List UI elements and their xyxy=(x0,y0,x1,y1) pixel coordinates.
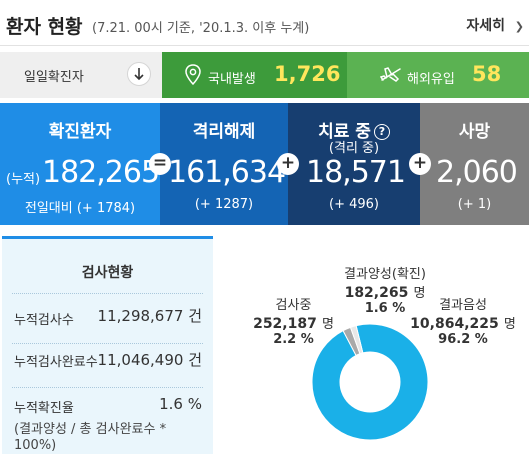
confirmed-card: 확진환자 (누적) 182,265 전일대비 (+ 1784) xyxy=(0,103,160,225)
divider xyxy=(12,343,203,344)
cum-done-value: 11,046,490 건 xyxy=(97,351,202,369)
positive-label-block: 결과양성(확진) 182,265 명 1.6 % xyxy=(330,263,440,316)
airplane-icon xyxy=(380,67,401,82)
deaths-card: 사망 2,060 (+ 1) xyxy=(420,103,529,225)
stats-row: 확진환자 (누적) 182,265 전일대비 (+ 1784) 격리해제 161… xyxy=(0,103,529,225)
treatment-value: 18,571 xyxy=(306,155,406,190)
donut-slice-0 xyxy=(311,323,429,441)
deaths-delta: (+ 1) xyxy=(457,197,492,212)
testing-name: 검사중 xyxy=(275,298,312,313)
page-header: 환자 현황 (7.21. 00시 기준, '20.1.3. 이후 누계) 자세히… xyxy=(0,0,529,46)
positive-name: 결과양성(확진) xyxy=(344,267,426,282)
chevron-right-icon[interactable]: ❯ xyxy=(514,20,524,33)
positive-percent: 1.6 % xyxy=(364,301,406,316)
more-link[interactable]: 자세히 xyxy=(466,18,505,34)
plus-icon: + xyxy=(277,153,299,175)
negative-name: 결과음성 xyxy=(439,298,487,313)
treatment-label-row: 치료 중? xyxy=(288,117,420,142)
confirm-rate-note: (결과양성 / 총 검사완료수 * 100%) xyxy=(14,422,167,453)
domestic-value: 1,726 xyxy=(274,62,341,86)
plus-icon: + xyxy=(409,153,431,175)
negative-unit: 명 xyxy=(503,317,516,332)
test-status-panel: 검사현황 누적검사수 11,298,677 건 누적검사완료수 11,046,4… xyxy=(2,236,213,454)
daily-confirmed-row: 일일확진자 국내발생 1,726 해외유입 58 xyxy=(0,52,529,98)
page-title: 환자 현황 xyxy=(6,16,83,38)
confirm-rate-value: 1.6 % xyxy=(159,395,202,413)
arrow-down-icon[interactable] xyxy=(127,62,151,86)
negative-value: 10,864,225 xyxy=(410,316,499,332)
cum-tests-label: 누적검사수 xyxy=(14,313,74,328)
positive-unit: 명 xyxy=(413,286,426,301)
daily-confirmed-label: 일일확진자 xyxy=(24,70,84,85)
donut-chart xyxy=(311,323,429,441)
question-circle-icon[interactable]: ? xyxy=(373,124,390,140)
testing-label-block: 검사중 252,187 명 2.2 % xyxy=(246,294,341,347)
divider xyxy=(12,293,203,294)
test-result-chart: 결과양성(확진) 182,265 명 1.6 % 검사중 252,187 명 2… xyxy=(218,236,529,454)
overseas-value: 58 xyxy=(472,62,502,86)
test-status-title: 검사현황 xyxy=(81,265,134,281)
confirm-rate-label: 누적확진율 xyxy=(14,401,74,416)
map-pin-icon xyxy=(185,64,201,86)
released-card: 격리해제 161,634 (+ 1287) xyxy=(160,103,288,225)
testing-percent: 2.2 % xyxy=(273,332,314,347)
overseas-label: 해외유입 xyxy=(407,72,455,87)
divider xyxy=(12,387,203,388)
treatment-sublabel: (격리 중) xyxy=(328,141,380,156)
cum-tests-value: 11,298,677 건 xyxy=(97,307,202,325)
negative-label-block: 결과음성 10,864,225 명 96.2 % xyxy=(408,294,518,347)
deaths-value: 2,060 xyxy=(436,155,518,190)
deaths-label: 사망 xyxy=(458,122,491,142)
treatment-label: 치료 중 xyxy=(318,122,371,142)
domestic-label: 국내발생 xyxy=(208,72,256,87)
treatment-delta: (+ 496) xyxy=(329,197,379,212)
released-value: 161,634 xyxy=(168,155,286,190)
released-label: 격리해제 xyxy=(192,122,256,142)
overseas-cases-box: 해외유입 58 xyxy=(347,52,529,98)
testing-unit: 명 xyxy=(321,317,334,332)
confirmed-prefix: (누적) xyxy=(6,172,41,187)
positive-value: 182,265 xyxy=(344,285,409,301)
confirmed-value: 182,265 xyxy=(42,155,160,190)
page-subtitle: (7.21. 00시 기준, '20.1.3. 이후 누계) xyxy=(92,21,310,36)
released-delta: (+ 1287) xyxy=(194,197,254,212)
confirmed-label: 확진환자 xyxy=(48,122,112,142)
testing-value: 252,187 xyxy=(253,316,317,332)
cum-done-label: 누적검사완료수 xyxy=(14,355,98,370)
treatment-card: 치료 중? (격리 중) 18,571 (+ 496) xyxy=(288,103,420,225)
negative-percent: 96.2 % xyxy=(438,332,488,347)
confirmed-delta: 전일대비 (+ 1784) xyxy=(24,201,136,216)
domestic-cases-box: 국내발생 1,726 xyxy=(162,52,347,98)
donut-slice-2 xyxy=(349,325,364,355)
daily-confirmed-toggle[interactable]: 일일확진자 xyxy=(0,52,162,98)
equals-icon: = xyxy=(149,153,171,175)
